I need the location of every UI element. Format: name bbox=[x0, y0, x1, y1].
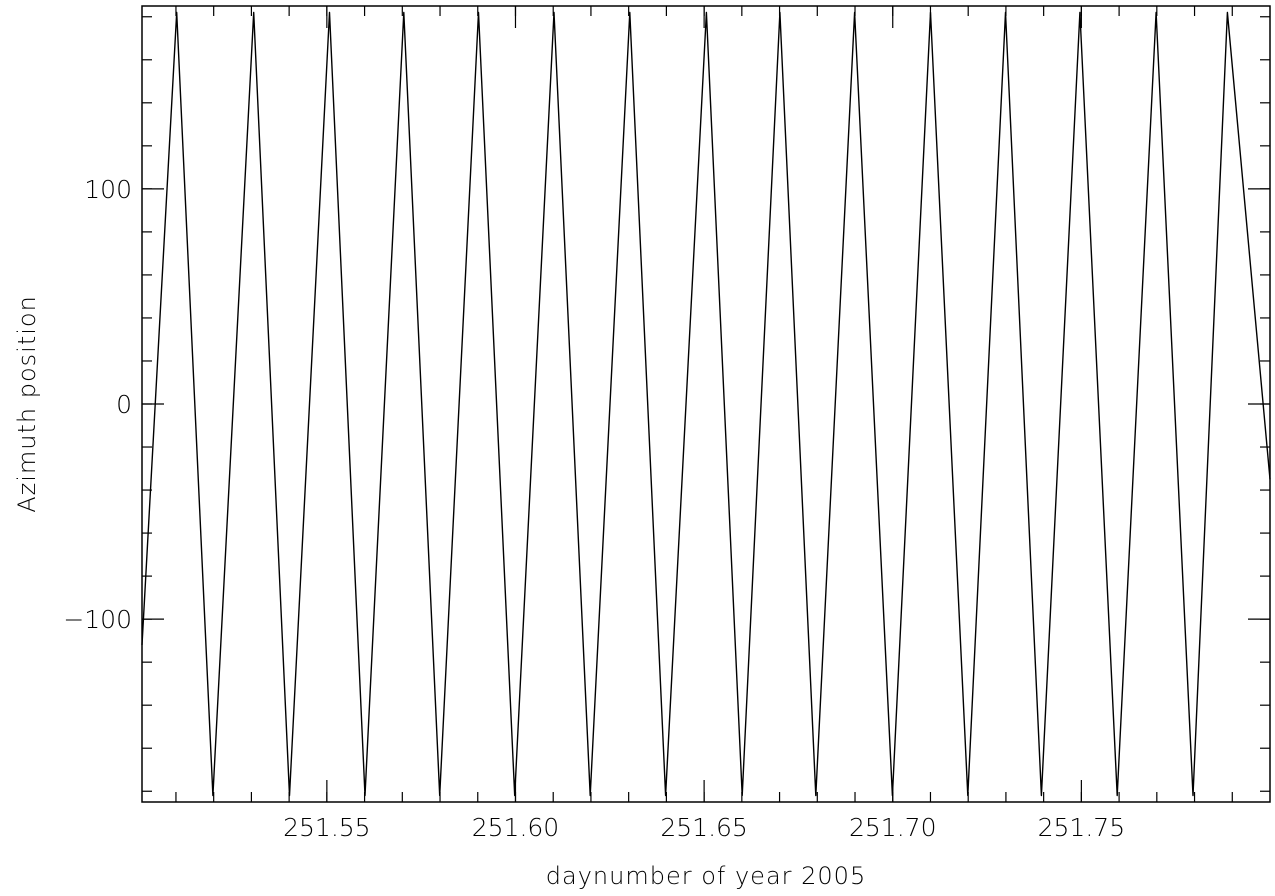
x-tick-label: 251.60 bbox=[472, 813, 559, 842]
y-tick-label: 100 bbox=[84, 175, 132, 204]
x-tick-label: 251.65 bbox=[660, 813, 747, 842]
y-tick-label: 0 bbox=[116, 390, 132, 419]
y-axis-title: Azimuth position bbox=[13, 295, 41, 513]
x-axis-title: daynumber of year 2005 bbox=[546, 862, 866, 890]
y-tick-label: −100 bbox=[63, 605, 132, 634]
x-tick-label: 251.75 bbox=[1038, 813, 1125, 842]
azimuth-series-line bbox=[141, 11, 1271, 797]
tick-labels: 251.55 251.60 251.65 251.70 251.75 −100 0 100 bbox=[63, 175, 1125, 842]
axis-ticks bbox=[142, 6, 1270, 802]
x-tick-label: 251.70 bbox=[849, 813, 936, 842]
plot-frame bbox=[141, 5, 1271, 803]
x-tick-label: 251.55 bbox=[283, 813, 370, 842]
